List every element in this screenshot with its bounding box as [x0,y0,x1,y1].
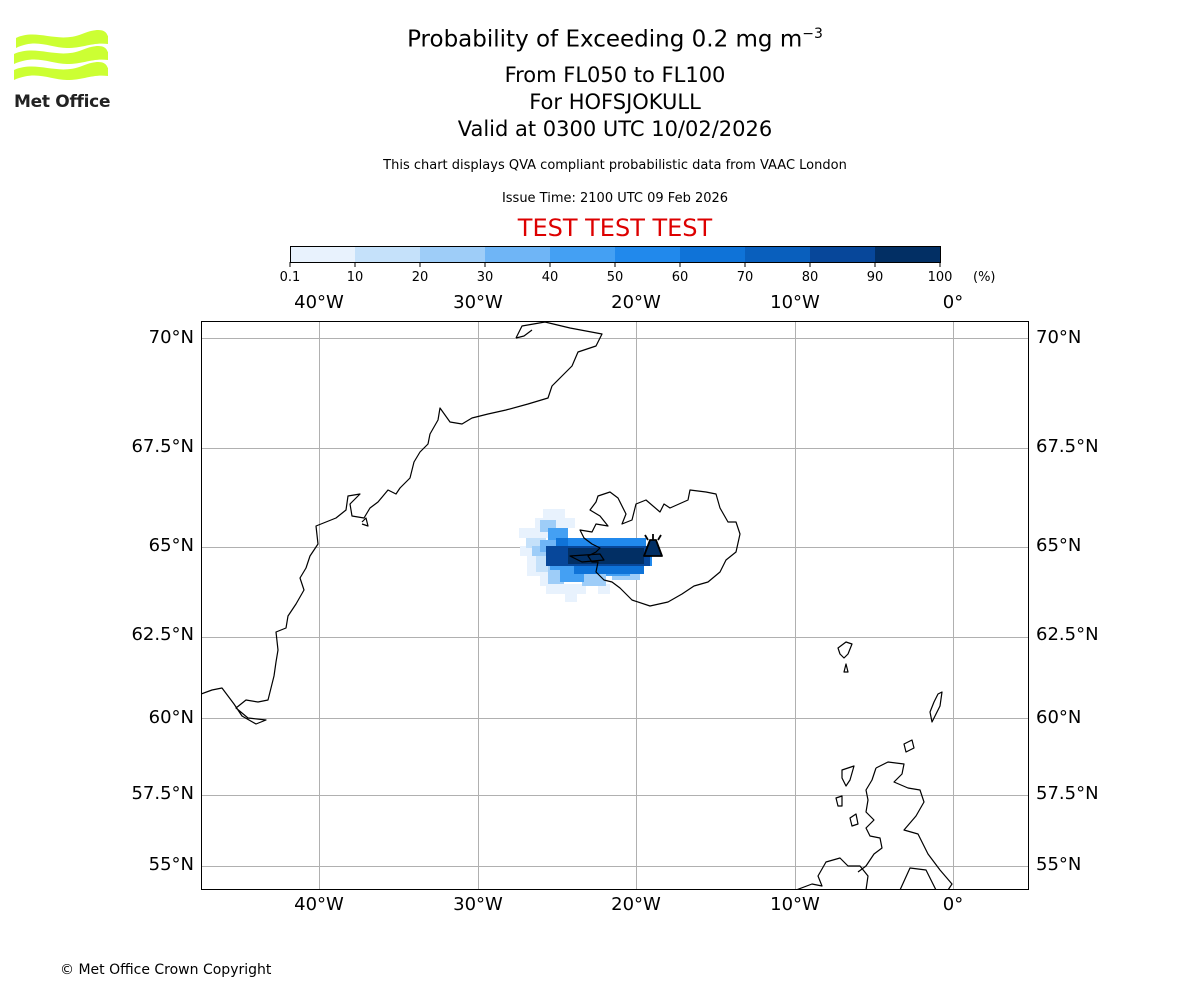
lat-label-left: 57.5°N [131,783,194,804]
colorbar-cell [485,247,551,262]
colorbar-tick-label: 10 [346,270,364,285]
lon-label-bottom: 20°W [611,894,661,915]
ash-probability-field [519,509,652,602]
colorbar-tick-label: 40 [541,270,559,285]
volcano-name: For HOFSJOKULL [529,90,701,114]
valid-time: Valid at 0300 UTC 10/02/2026 [457,117,773,141]
lon-label-bottom: 30°W [453,894,503,915]
colorbar-cell [420,247,486,262]
lat-label-left: 60°N [148,707,194,728]
lat-label-right: 62.5°N [1036,624,1099,645]
lat-label-left: 65°N [148,535,194,556]
colorbar-tick-label: 20 [411,270,429,285]
lat-label-right: 65°N [1036,535,1082,556]
colorbar-tick-label: 90 [866,270,884,285]
lat-label-right: 70°N [1036,327,1082,348]
lon-label-top: 30°W [453,292,503,313]
coastlines [201,321,953,890]
lat-label-left: 62.5°N [131,624,194,645]
colorbar-tick-label: 60 [671,270,689,285]
colorbar-tick-label: 80 [801,270,819,285]
colorbar-cell [680,247,746,262]
lon-label-top: 10°W [770,292,820,313]
issue-time: Issue Time: 2100 UTC 09 Feb 2026 [501,191,729,206]
volcano-icon [643,534,663,557]
colorbar-unit: (%) [973,270,996,285]
colorbar-tick-label: 50 [606,270,624,285]
colorbar [289,246,941,267]
lon-label-bottom: 0° [942,894,964,915]
colorbar-cell [615,247,681,262]
colorbar-cell [550,247,616,262]
lat-label-left: 70°N [148,327,194,348]
colorbar-cell [745,247,811,262]
lon-label-top: 40°W [294,292,344,313]
lat-label-left: 55°N [148,854,194,875]
colorbar-tick-label: 0.1 [279,270,301,285]
disclaimer: This chart displays QVA compliant probab… [383,158,847,173]
lat-label-right: 67.5°N [1036,436,1099,457]
lon-label-top: 0° [942,292,964,313]
test-banner: TEST TEST TEST [517,214,713,242]
colorbar-cell [355,247,421,262]
flight-levels: From FL050 to FL100 [504,63,726,87]
lat-label-right: 57.5°N [1036,783,1099,804]
lat-label-right: 55°N [1036,854,1082,875]
gridlines [201,321,1029,890]
lon-label-top: 20°W [611,292,661,313]
colorbar-cell [875,247,941,262]
lon-label-bottom: 40°W [294,894,344,915]
colorbar-tick-label: 70 [736,270,754,285]
chart-title: Probability of Exceeding 0.2 mg m−3 [0,26,1200,53]
colorbar-cell [290,247,356,262]
title-pollutant: Probability of Exceeding 0.2 mg m [407,26,803,53]
lat-label-left: 67.5°N [131,436,194,457]
colorbar-tick-label: 30 [476,270,494,285]
title-exponent: −3 [802,26,823,42]
colorbar-cell [810,247,876,262]
lon-label-bottom: 10°W [770,894,820,915]
logo-text: Met Office [14,92,111,112]
met-office-logo [14,30,108,80]
lat-label-right: 60°N [1036,707,1082,728]
colorbar-tick-label: 100 [927,270,953,285]
copyright: © Met Office Crown Copyright [60,962,272,978]
